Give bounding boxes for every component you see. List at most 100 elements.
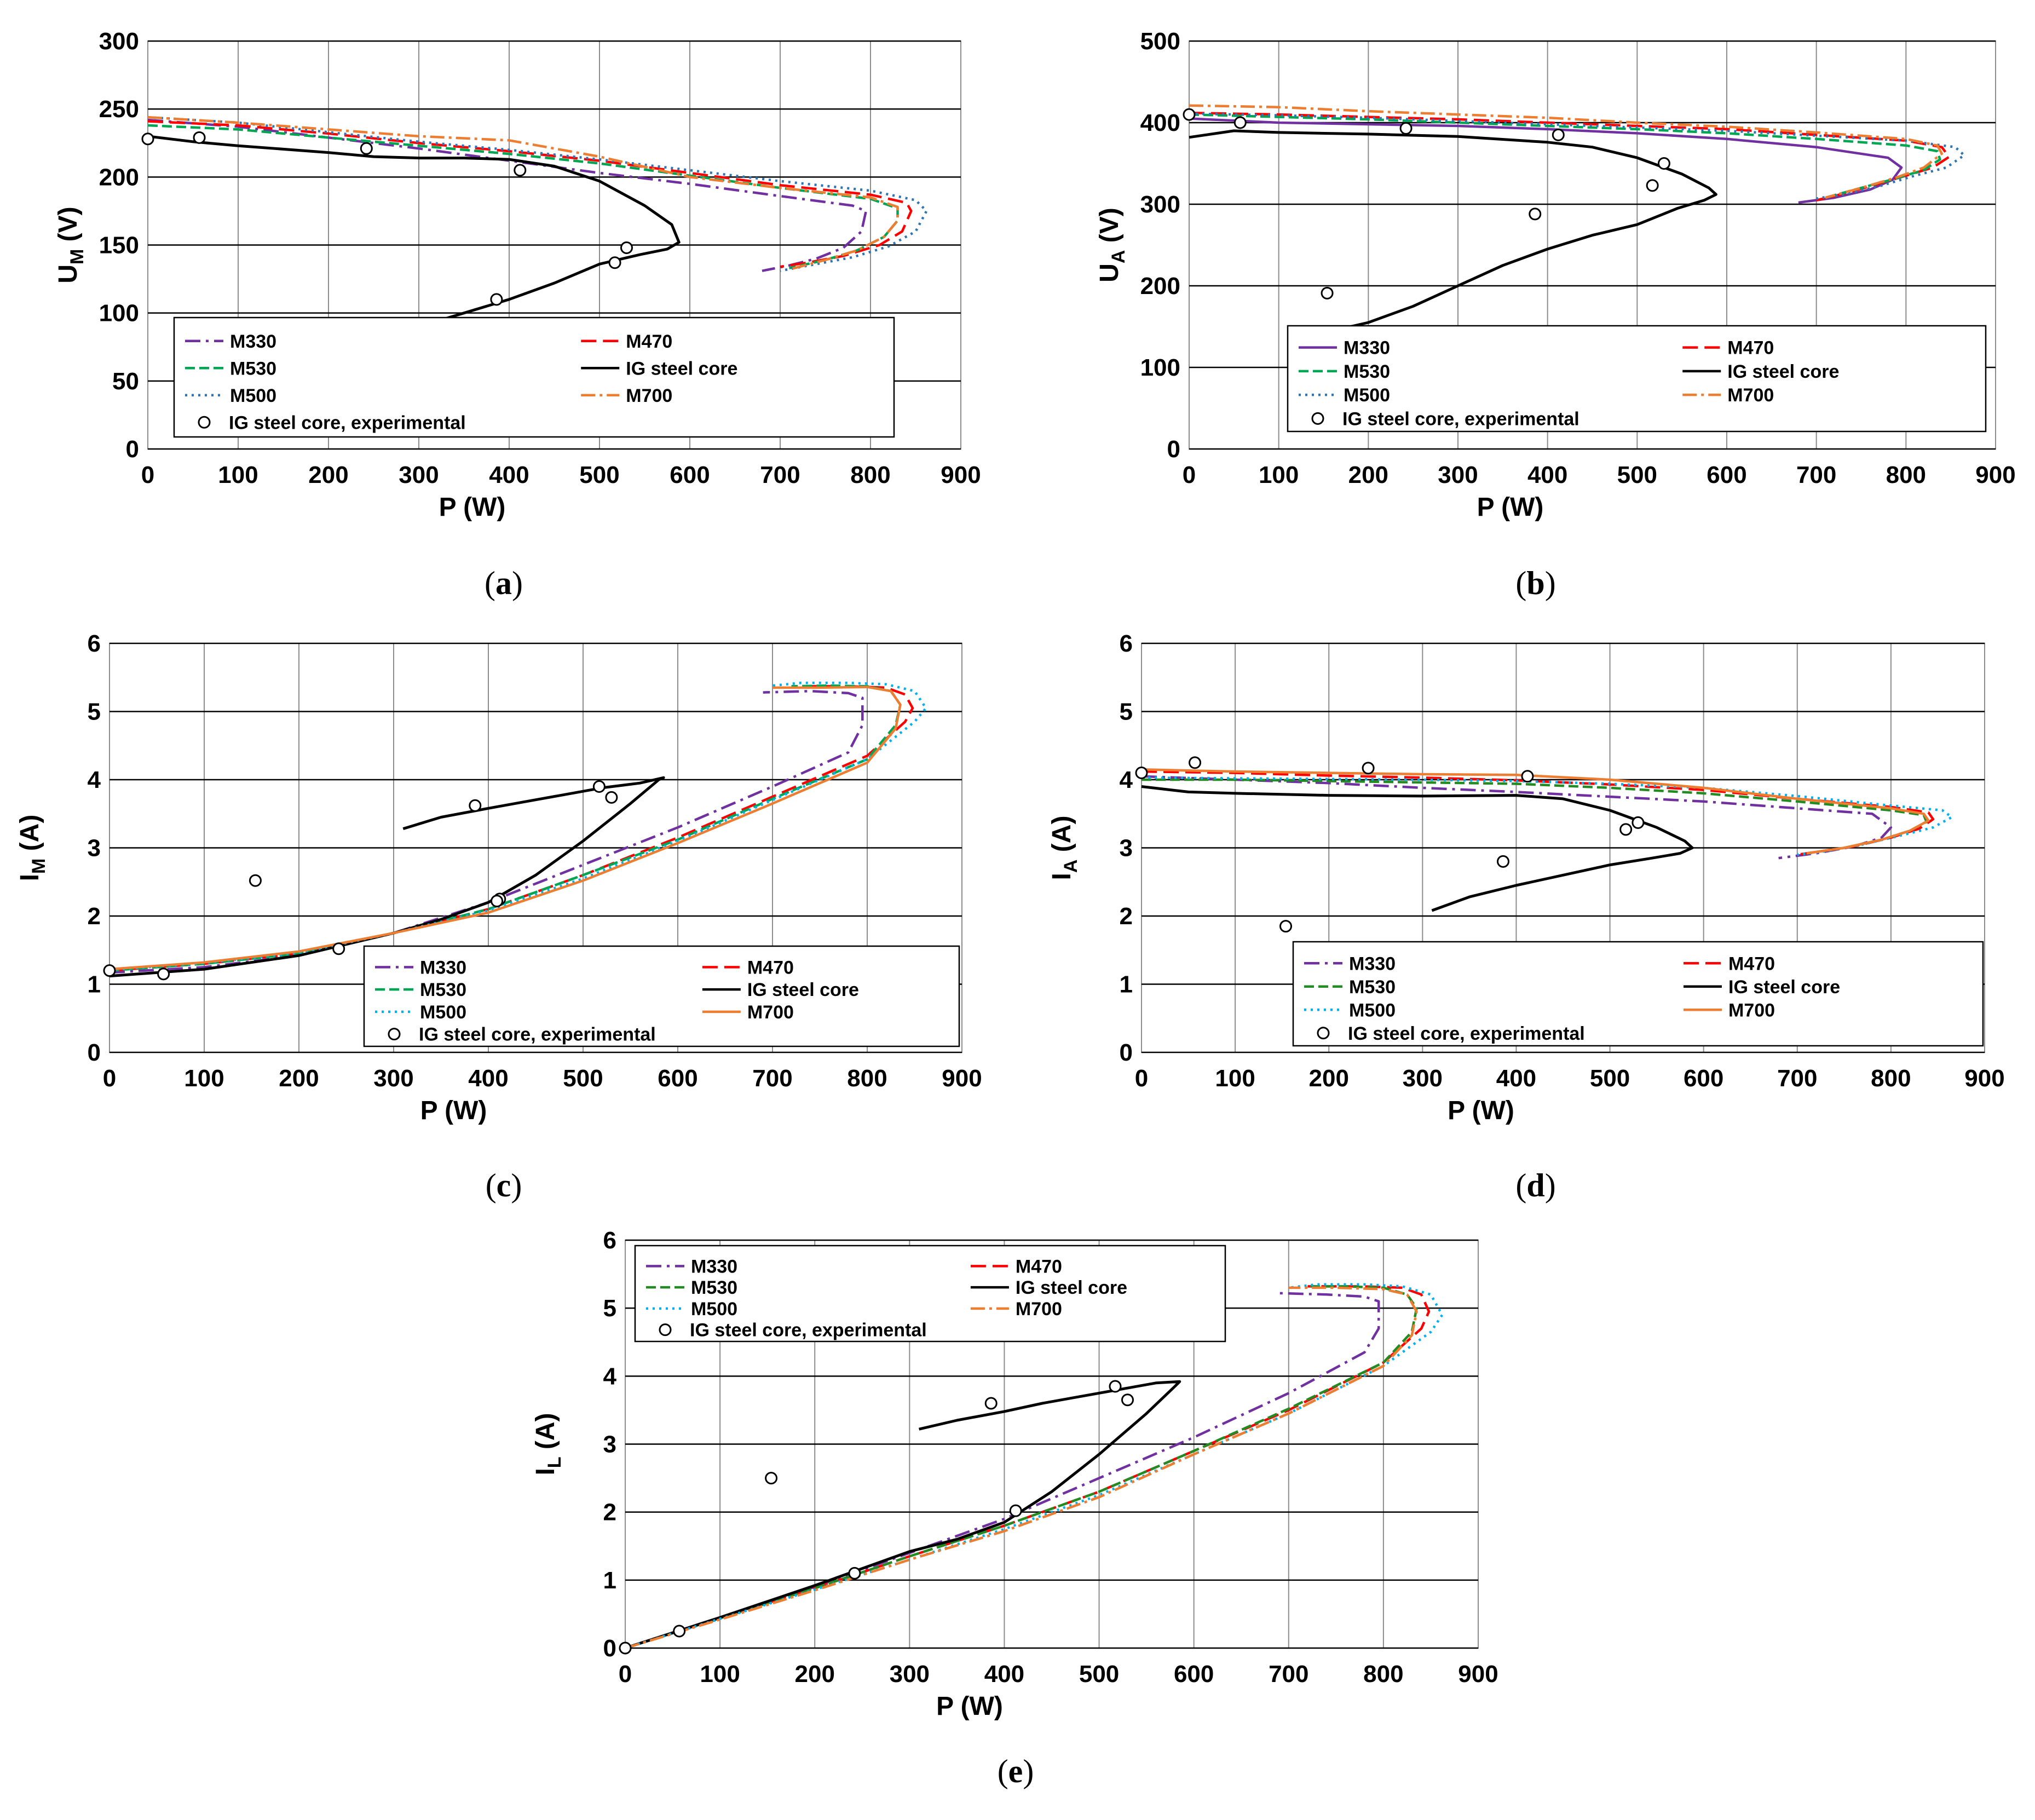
legend-label: M700 [1016,1299,1062,1320]
panel-label: (c) [486,1167,522,1203]
x-tick-label: 100 [218,462,258,488]
legend-experimental-marker [659,1323,672,1337]
x-tick-label: 900 [1975,462,2015,488]
x-tick-label: 100 [184,1065,224,1092]
x-tick-label: 800 [850,462,890,488]
x-tick-label: 400 [1527,462,1567,488]
legend-label: IG steel core [626,358,737,379]
y-tick-label: 5 [1120,699,1133,725]
experimental-point [1646,179,1659,192]
y-tick-label: 0 [88,1039,101,1066]
y-tick-label: 4 [1120,767,1133,793]
x-tick-label: 500 [579,462,619,488]
x-tick-label: 400 [489,462,529,488]
x-tick-label: 600 [1707,462,1746,488]
series-line-m470 [147,120,913,268]
experimental-point [1632,816,1645,829]
legend-box [1287,325,1987,433]
y-tick-label: 300 [99,28,139,55]
x-tick-label: 500 [1079,1661,1119,1687]
experimental-point [193,131,206,144]
legend-label: M500 [1344,385,1390,406]
experimental-point [1619,823,1633,836]
experimental-point [1109,1380,1122,1393]
x-tick-label: 100 [1215,1065,1255,1092]
x-tick-label: 600 [670,462,710,488]
legend: M330 M470 M530 IG steel core M500 M700 IG stee… [363,945,960,1047]
y-tick-label: 2 [88,903,101,930]
x-tick-label: 700 [1269,1661,1308,1687]
x-axis-label: P (W) [439,493,506,522]
legend-experimental-marker [388,1028,401,1041]
x-tick-label: 0 [619,1661,632,1687]
experimental-point [592,780,606,793]
y-axis-label: IA (A) [1047,816,1081,880]
experimental-point [1362,762,1375,775]
series-line-ig-steel-core [625,1380,1181,1650]
experimental-point [1233,116,1247,129]
y-tick-label: 4 [88,767,101,793]
y-tick-label: 6 [88,630,101,657]
x-axis-label: P (W) [1448,1096,1514,1125]
experimental-point [514,164,527,177]
series-line-m700 [625,1286,1418,1650]
x-tick-label: 100 [700,1661,740,1687]
y-tick-label: 200 [1140,273,1180,300]
x-tick-label: 800 [847,1065,887,1092]
legend-box [363,945,960,1047]
legend-label: M470 [1016,1256,1062,1277]
experimental-point [1321,286,1334,300]
experimental-point [619,1642,632,1655]
experimental-point [848,1566,861,1580]
y-axis-label: IM (A) [15,815,49,882]
series-line-m500 [1189,112,1965,200]
y-tick-label: 200 [99,164,139,191]
experimental-point [1121,1393,1134,1407]
series-line-m330 [147,118,868,272]
x-axis-label: P (W) [1477,493,1544,522]
series-line-ig-steel-core [1141,785,1694,912]
legend-label: M330 [230,331,276,352]
series-line-ig-steel-core [1189,129,1717,332]
x-tick-label: 0 [1183,462,1196,488]
x-tick-label: 900 [941,462,981,488]
x-tick-label: 300 [890,1661,930,1687]
x-tick-label: 200 [1309,1065,1349,1092]
y-tick-label: 6 [1120,630,1133,657]
y-axis-label: UA (V) [1095,208,1129,283]
experimental-point [1399,122,1413,135]
experimental-point [490,293,503,306]
x-tick-label: 700 [752,1065,792,1092]
y-tick-label: 3 [88,835,101,862]
x-tick-label: 100 [1259,462,1299,488]
legend-label: M470 [626,331,672,352]
experimental-point [141,133,154,146]
x-axis-label: P (W) [420,1096,487,1125]
y-tick-label: 150 [99,232,139,259]
chart-panel-1: 0 100 200 300 400 500 600 700 800 900 0 100 200 300 40… [1095,28,2016,601]
x-tick-label: 0 [1135,1065,1148,1092]
y-tick-label: 0 [603,1635,616,1662]
x-tick-label: 500 [563,1065,603,1092]
y-axis-label: IL (A) [531,1413,565,1475]
legend-box [173,316,895,438]
chart-panel-3: 0 100 200 300 400 500 600 700 800 900 0 1 2 3 4 5 6 P (W)… [1047,630,2005,1203]
series-line-m700 [147,116,899,271]
x-tick-label: 200 [308,462,348,488]
legend-label: M530 [230,358,276,379]
series-line-ig-steel-core [147,135,681,325]
legend-label: M500 [691,1299,737,1320]
y-tick-label: 5 [88,699,101,725]
legend-label: M330 [1349,953,1396,974]
x-tick-label: 500 [1590,1065,1630,1092]
y-tick-label: 3 [1120,835,1133,862]
experimental-point [249,874,262,887]
experimental-point [1496,855,1509,868]
experimental-point [1189,756,1202,769]
legend-label: IG steel core [1727,361,1839,382]
experimental-point [1183,108,1196,121]
x-tick-label: 200 [795,1661,835,1687]
x-tick-label: 400 [468,1065,508,1092]
x-tick-label: 400 [984,1661,1024,1687]
